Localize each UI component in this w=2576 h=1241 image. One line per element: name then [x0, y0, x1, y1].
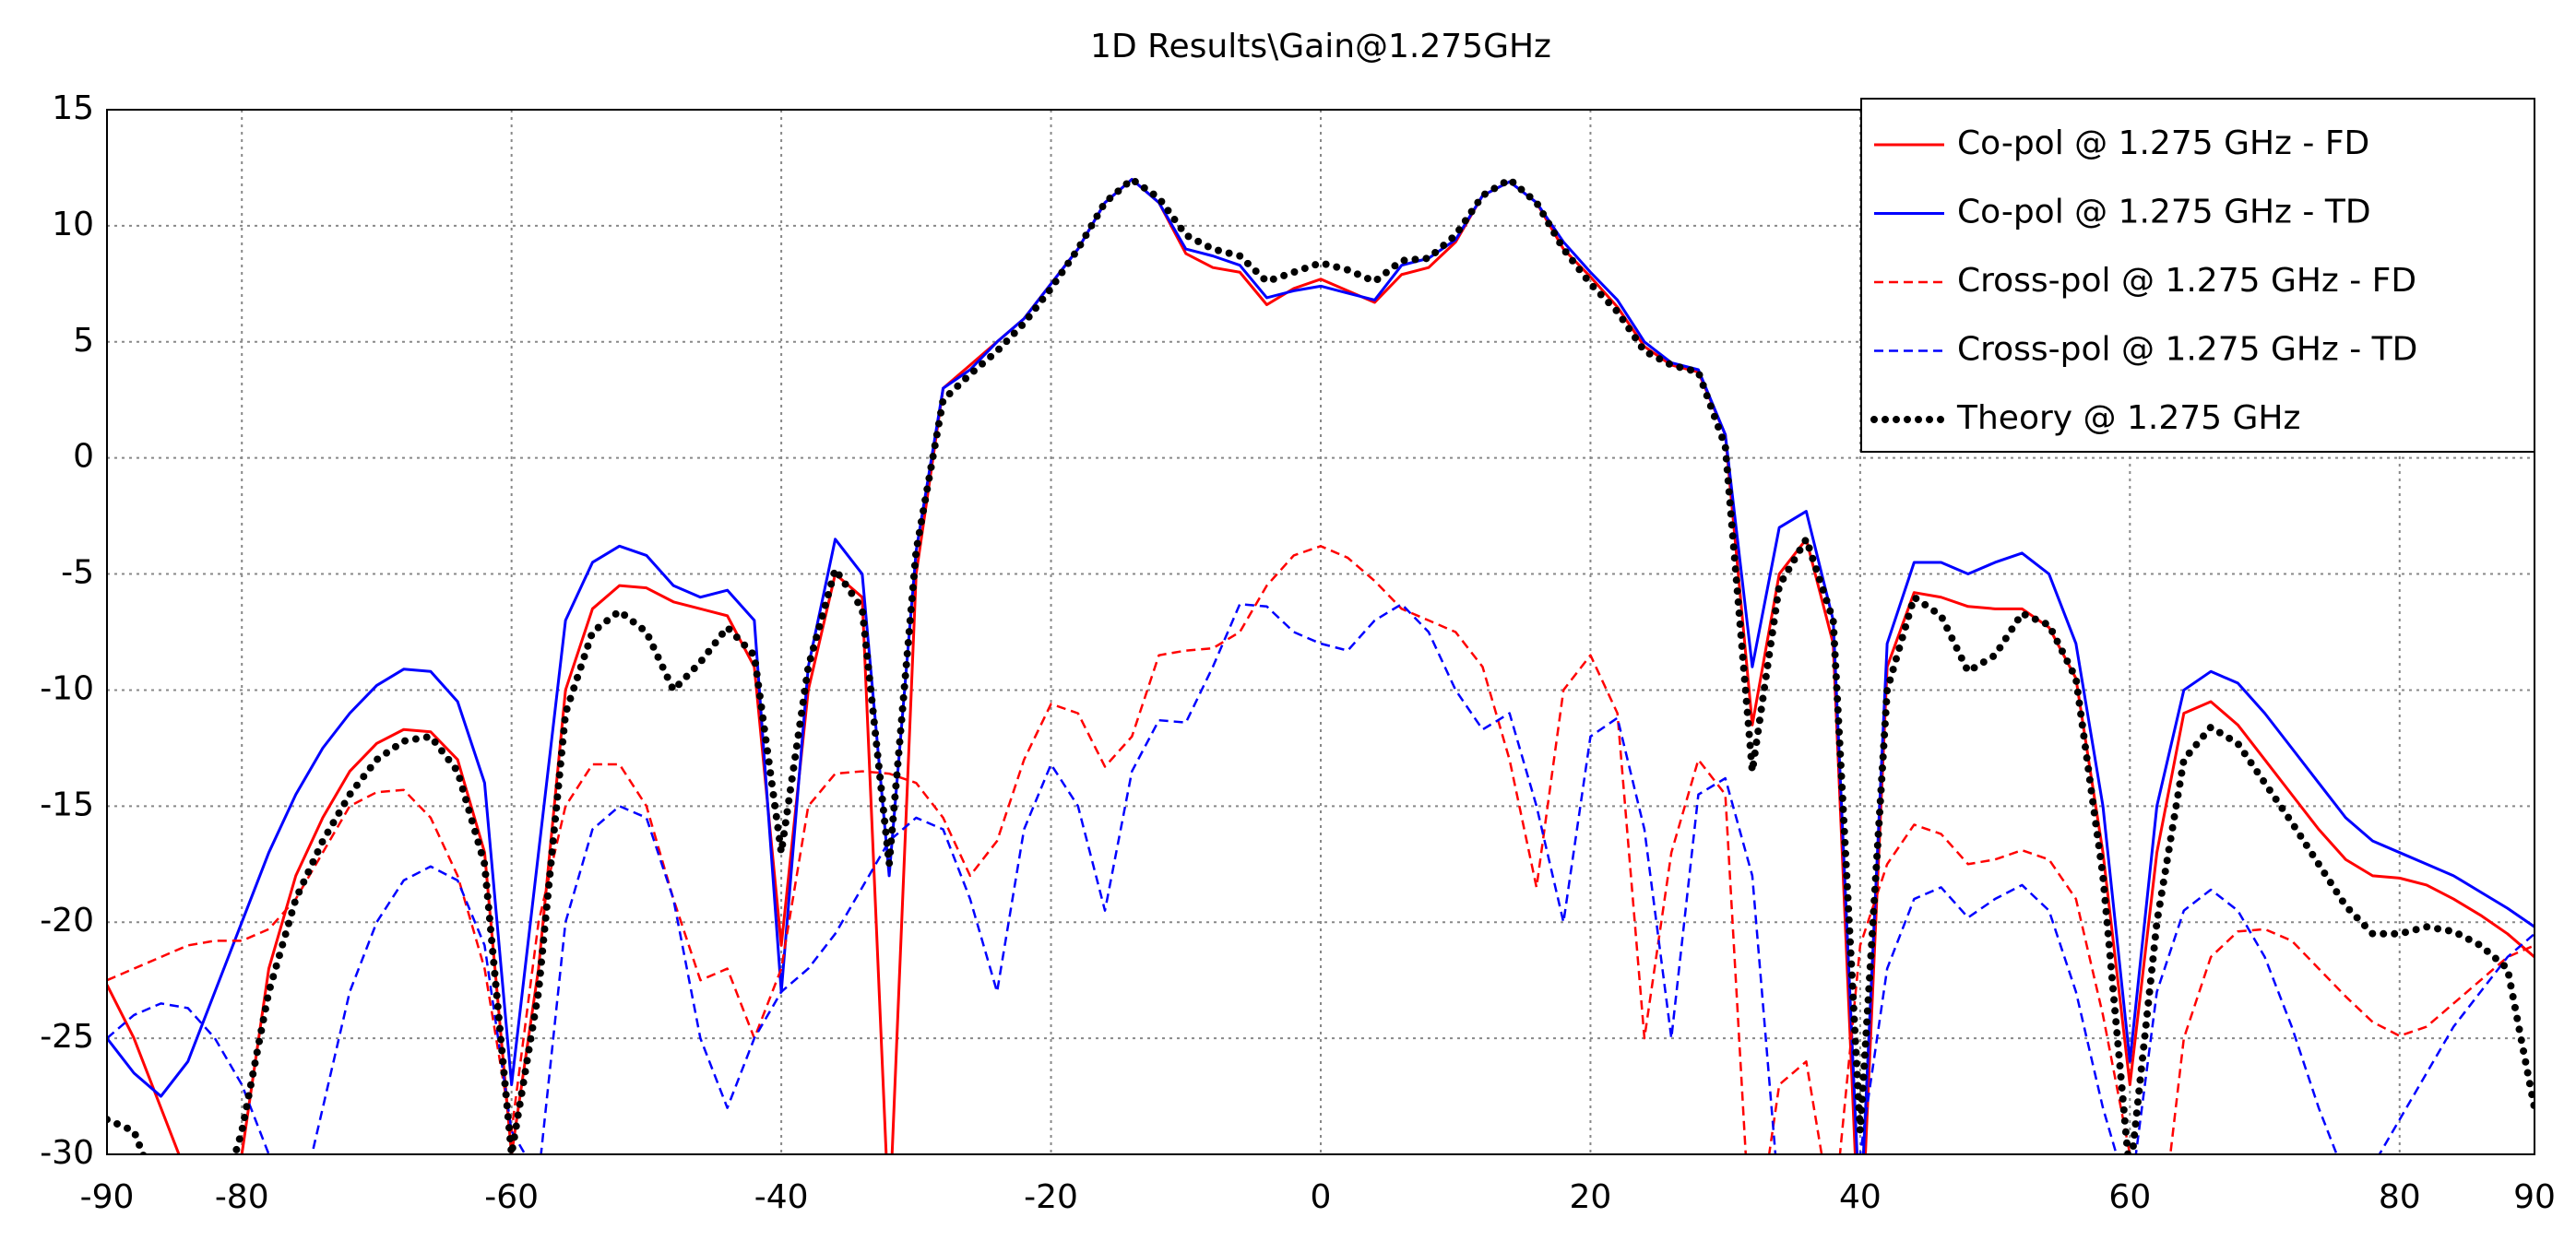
legend-label: Co-pol @ 1.275 GHz - FD [1957, 124, 2369, 162]
legend-label: Co-pol @ 1.275 GHz - TD [1957, 194, 2371, 231]
series-line [107, 178, 2534, 1154]
y-tick-label: -25 [40, 1018, 94, 1056]
y-tick-label: 0 [73, 438, 94, 476]
ticks: -30 -25 -20 -15 -10 -5 0 5 10 15 -90 -80 -60 -40 -20 0 2… [40, 89, 2556, 1216]
y-tick-label: -30 [40, 1134, 94, 1172]
y-tick-label: 15 [52, 89, 94, 127]
x-tick-label: 90 [2513, 1178, 2556, 1216]
x-tick-label: -60 [484, 1178, 539, 1216]
legend-label: Cross-pol @ 1.275 GHz - TD [1957, 331, 2417, 369]
legend-label: Theory @ 1.275 GHz [1956, 399, 2300, 437]
x-tick-label: -40 [754, 1178, 809, 1216]
x-tick-label: -90 [80, 1178, 135, 1216]
y-tick-label: -10 [40, 669, 94, 707]
chart-title: 1D Results\Gain@1.275GHz [1090, 28, 1551, 65]
legend-box [1860, 98, 2535, 453]
series-line [107, 545, 2534, 1154]
plot-area [107, 175, 2534, 1154]
y-tick-label: -5 [61, 554, 94, 592]
x-tick-label: -20 [1024, 1178, 1078, 1216]
x-tick-label: 80 [2379, 1178, 2421, 1216]
y-tick-label: 5 [73, 322, 94, 360]
series-line [107, 178, 2534, 1154]
x-tick-label: 20 [1570, 1178, 1612, 1216]
x-tick-label: -80 [215, 1178, 269, 1216]
y-tick-label: -20 [40, 902, 94, 940]
legend: Co-pol @ 1.275 GHz - FD Co-pol @ 1.275 GH… [1860, 98, 2535, 453]
y-tick-label: -15 [40, 786, 94, 823]
y-tick-label: 10 [52, 206, 94, 243]
x-tick-label: 40 [1839, 1178, 1882, 1216]
x-tick-label: 60 [2108, 1178, 2151, 1216]
plot-frame [106, 109, 2535, 1155]
legend-label: Cross-pol @ 1.275 GHz - FD [1957, 262, 2416, 300]
x-tick-label: 0 [1311, 1178, 1332, 1216]
